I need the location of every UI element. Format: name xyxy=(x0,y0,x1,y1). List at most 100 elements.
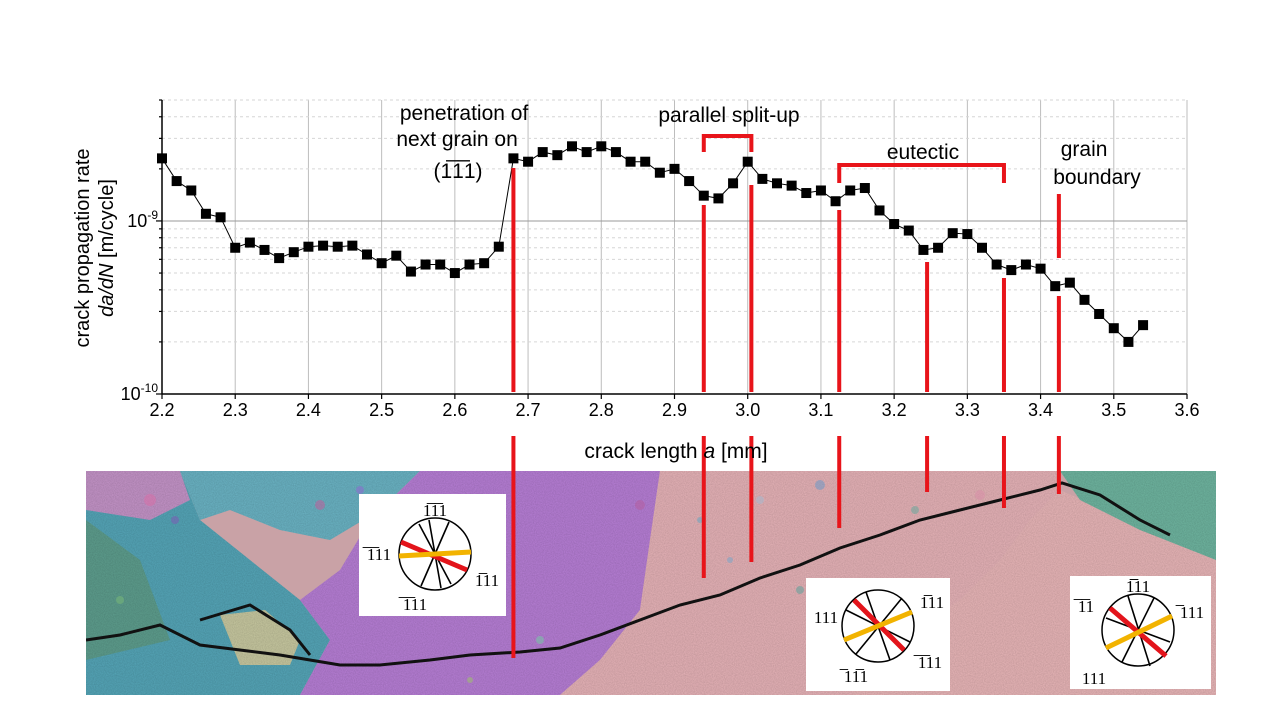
data-point-56 xyxy=(977,242,987,253)
stereogram-purple-grain: 1̅1̅1 ̅1̅11 1̅11 ̅1̅11 xyxy=(359,494,506,616)
data-point-20 xyxy=(449,268,460,279)
svg-text:̅1̅11: ̅1̅11 xyxy=(362,545,391,564)
data-point-19 xyxy=(435,259,446,270)
data-point-9 xyxy=(288,247,299,258)
annotation-penetration: penetration of next grain on (1̅1̅1) xyxy=(396,102,534,183)
data-point-39 xyxy=(728,178,739,189)
data-point-44 xyxy=(801,188,812,199)
bracket-parallel-split-up xyxy=(701,134,754,152)
data-point-31 xyxy=(610,147,621,158)
data-point-10 xyxy=(303,241,314,252)
annotation-eutectic: eutectic xyxy=(887,141,959,164)
grid xyxy=(161,99,1188,395)
data-point-7 xyxy=(259,244,270,255)
data-point-47 xyxy=(845,185,856,196)
data-point-61 xyxy=(1050,281,1061,292)
svg-text:̅111: ̅111 xyxy=(1175,603,1204,622)
data-point-29 xyxy=(581,147,592,158)
bracket-eutectic xyxy=(837,163,1006,183)
data-point-65 xyxy=(1108,323,1119,334)
data-point-35 xyxy=(669,163,680,174)
x-tick-label-4: 2.6 xyxy=(442,400,467,420)
data-point-45 xyxy=(815,185,826,196)
svg-text:̅11̅1: ̅11̅1 xyxy=(839,667,868,686)
x-tick-label-9: 3.1 xyxy=(808,400,833,420)
data-point-8 xyxy=(274,253,285,264)
data-point-24 xyxy=(508,153,519,164)
trace-yellow xyxy=(1104,613,1174,651)
data-point-25 xyxy=(523,156,534,167)
data-point-33 xyxy=(640,156,651,167)
svg-text:1̅̅11: 1̅̅11 xyxy=(1126,577,1150,596)
data-point-5 xyxy=(230,242,241,253)
data-point-64 xyxy=(1094,308,1105,319)
data-point-12 xyxy=(332,241,343,252)
trace-yellow xyxy=(398,549,472,559)
grain-teal-left xyxy=(86,520,170,660)
data-point-38 xyxy=(713,193,724,204)
x-tick-label-11: 3.3 xyxy=(955,400,980,420)
data-point-1 xyxy=(171,176,182,187)
x-tick-label-12: 3.4 xyxy=(1028,400,1053,420)
data-point-43 xyxy=(786,180,797,191)
x-tick-label-3: 2.5 xyxy=(369,400,394,420)
data-point-52 xyxy=(918,244,929,255)
data-point-22 xyxy=(479,258,490,269)
x-tick-label-13: 3.5 xyxy=(1101,400,1126,420)
x-tick-label-1: 2.3 xyxy=(223,400,248,420)
svg-text:1̅1̅1: 1̅1̅1 xyxy=(423,501,447,520)
x-tick-label-2: 2.4 xyxy=(296,400,321,420)
data-point-0 xyxy=(157,153,167,164)
data-point-49 xyxy=(874,205,885,216)
crack-path xyxy=(86,481,1171,667)
y-axis-label: crack propagation rate da/dN [m/cycle] xyxy=(72,148,118,347)
x-tick-label-0: 2.2 xyxy=(149,400,174,420)
data-point-60 xyxy=(1035,263,1046,274)
data-point-36 xyxy=(684,176,695,187)
y-tick-label-1: 10-9 xyxy=(127,208,158,231)
data-point-67 xyxy=(1138,320,1149,331)
data-point-41 xyxy=(757,173,768,184)
data-point-54 xyxy=(947,228,958,239)
data-point-42 xyxy=(772,178,782,189)
data-point-11 xyxy=(318,240,329,251)
axes xyxy=(156,99,1188,399)
svg-text:111: 111 xyxy=(814,608,838,627)
x-tick-label-5: 2.7 xyxy=(516,400,541,420)
data-point-18 xyxy=(420,259,431,270)
data-point-66 xyxy=(1123,336,1134,347)
data-point-53 xyxy=(933,242,944,253)
svg-text:1̅11: 1̅11 xyxy=(920,593,944,612)
data-point-14 xyxy=(362,249,372,260)
data-point-58 xyxy=(1006,265,1017,276)
data-point-34 xyxy=(654,167,665,178)
data-point-2 xyxy=(186,185,197,196)
svg-text:̅1̅1: ̅1̅1 xyxy=(1073,597,1094,616)
x-tick-label-6: 2.8 xyxy=(589,400,614,420)
data-point-23 xyxy=(493,241,504,252)
data-point-3 xyxy=(200,208,211,219)
y-axis-label-line1: crack propagation rate xyxy=(72,148,94,347)
data-point-28 xyxy=(567,141,577,152)
x-tick-labels: 2.2 2.3 2.4 2.5 2.6 2.7 2.8 2.9 3.0 3.1 3.2 3.3 3.4 3… xyxy=(149,400,1199,420)
svg-text:̅1̅11: ̅1̅11 xyxy=(398,595,427,614)
micrograph-ebsd-map xyxy=(86,471,1216,695)
x-tick-label-14: 3.6 xyxy=(1174,400,1199,420)
event-markers xyxy=(511,134,1061,658)
x-tick-label-10: 3.2 xyxy=(882,400,907,420)
y-axis-label-line2: da/dN [m/cycle] xyxy=(96,179,118,317)
data-point-26 xyxy=(537,147,548,158)
crack-growth-chart: 2.2 2.3 2.4 2.5 2.6 2.7 2.8 2.9 3.0 3.1 3.2 3.3 3.4 3… xyxy=(72,99,1200,658)
data-point-50 xyxy=(889,219,900,230)
trace-yellow xyxy=(843,609,913,643)
data-point-15 xyxy=(376,258,387,269)
data-point-62 xyxy=(1064,277,1075,288)
annotation-parallel-split-up: parallel split-up xyxy=(658,104,799,127)
svg-text:̅1̅11: ̅1̅11 xyxy=(913,653,942,672)
svg-text:111: 111 xyxy=(1082,669,1106,688)
series-da-dn xyxy=(157,141,1149,347)
stereogram-pink-grain: 111 1̅11 ̅1̅11 ̅11̅1 xyxy=(806,578,950,691)
data-point-30 xyxy=(596,141,607,152)
grain-pink-topleft xyxy=(86,471,190,520)
data-point-4 xyxy=(215,212,226,223)
